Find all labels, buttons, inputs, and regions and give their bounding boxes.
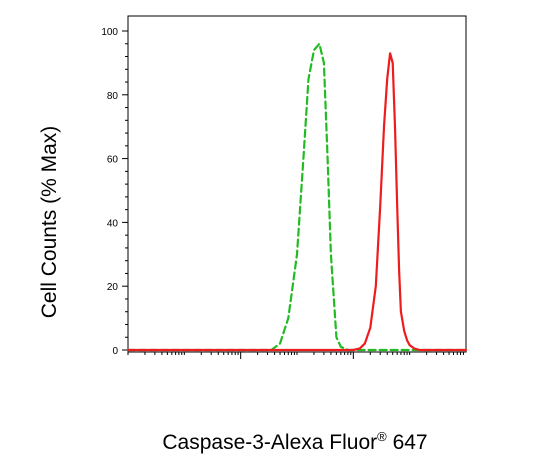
y-axis-title: Cell Counts (% Max) xyxy=(38,126,61,319)
plot-frame xyxy=(127,15,467,353)
x-axis-title-main: Caspase-3-Alexa Fluor xyxy=(162,431,377,454)
y-tick-label: 20 xyxy=(107,282,119,293)
y-tick-label: 80 xyxy=(107,91,119,102)
y-tick-label: 0 xyxy=(112,346,118,357)
y-tick-label: 40 xyxy=(107,218,119,229)
x-axis-title-suffix: 647 xyxy=(387,431,428,454)
x-axis-title-superscript: ® xyxy=(377,429,387,444)
control-histogram-line xyxy=(126,42,468,352)
x-axis-ticks xyxy=(127,352,464,359)
y-axis-ticks: 0 20 40 60 80 100 xyxy=(101,27,128,357)
sample-histogram-line xyxy=(126,52,468,352)
series-layer xyxy=(126,42,468,352)
x-axis-title: Caspase-3-Alexa Fluor® 647 xyxy=(162,429,427,454)
y-tick-label: 100 xyxy=(101,27,118,38)
y-tick-label: 60 xyxy=(107,155,119,166)
